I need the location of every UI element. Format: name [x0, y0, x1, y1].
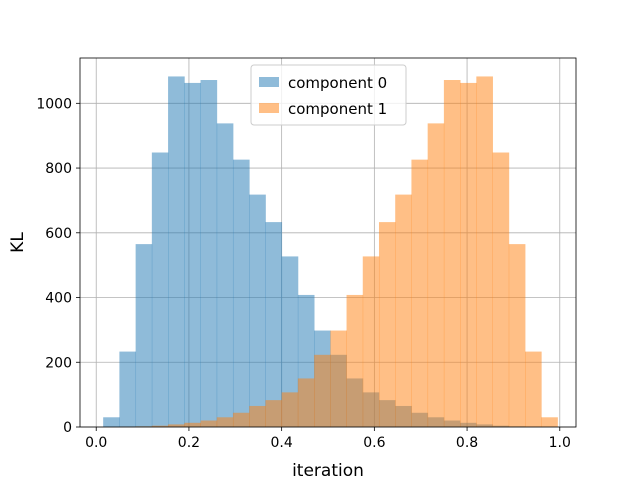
x-axis-label: iteration	[292, 461, 364, 480]
legend-label-component-1: component 1	[288, 100, 387, 118]
axis-ticks: 0.0 0.2 0.4 0.6 0.8 1.0 0 200 400 600 800 1000	[36, 96, 571, 451]
bar-series-1-bin-5	[184, 422, 201, 427]
bar-series-0-bin-0	[103, 417, 120, 427]
legend-swatch-component-1	[259, 103, 279, 113]
histogram-bars	[103, 76, 558, 428]
bar-series-1-bin-13	[314, 354, 331, 427]
bar-series-1-bin-3	[151, 425, 169, 427]
y-tick-label-1: 200	[45, 355, 72, 371]
x-tick-label-2: 0.4	[271, 435, 293, 451]
bar-series-1-bin-7	[216, 417, 234, 427]
bar-series-1-bin-24	[492, 152, 510, 427]
y-tick-label-4: 800	[45, 161, 72, 177]
plot-frame	[79, 57, 577, 428]
bar-series-1-bin-4	[168, 424, 185, 427]
bar-series-1-bin-11	[281, 392, 299, 427]
legend-box	[250, 64, 407, 126]
bar-series-0-bin-7	[216, 123, 234, 427]
x-tick-label-1: 0.2	[178, 435, 200, 451]
bar-series-1-bin-6	[200, 420, 218, 427]
bar-series-1-bin-12	[297, 378, 315, 427]
bar-series-1-bin-26	[525, 351, 542, 427]
bar-series-1-bin-15	[346, 294, 364, 427]
bar-series-1-bin-10	[265, 400, 283, 427]
bar-series-0-bin-10	[265, 222, 283, 427]
bar-series-0-bin-4	[168, 76, 185, 427]
x-tick-label-0: 0.0	[85, 435, 107, 451]
legend-label-component-0: component 0	[288, 74, 387, 92]
bar-series-0-bin-9	[249, 194, 266, 427]
legend-swatch-component-0	[259, 77, 279, 87]
bar-series-1-bin-23	[476, 76, 493, 427]
bar-series-0-bin-8	[232, 159, 250, 427]
bar-series-1-bin-9	[249, 405, 266, 427]
y-tick-label-5: 1000	[36, 96, 72, 112]
x-tick-label-5: 1.0	[549, 435, 571, 451]
y-tick-label-2: 400	[45, 291, 72, 307]
bar-series-0-bin-2	[135, 244, 153, 427]
bar-series-0-bin-1	[119, 351, 137, 427]
bar-series-1-bin-25	[508, 244, 526, 427]
bar-series-0-bin-11	[281, 256, 299, 427]
bar-series-1-bin-19	[411, 159, 429, 427]
bar-series-1-bin-21	[443, 80, 461, 427]
x-tick-label-4: 0.8	[456, 435, 478, 451]
bar-series-1-bin-27	[541, 417, 558, 427]
y-tick-label-0: 0	[63, 420, 72, 436]
bar-series-1-bin-20	[427, 123, 445, 427]
bar-series-0-bin-6	[200, 80, 218, 427]
y-axis-label: KL	[8, 232, 28, 253]
bar-series-1-bin-17	[378, 222, 396, 427]
bar-series-1-bin-18	[395, 194, 412, 427]
bar-series-1-bin-14	[330, 330, 347, 427]
y-tick-label-3: 600	[45, 226, 72, 242]
bar-series-0-bin-3	[151, 152, 169, 427]
bar-series-1-bin-8	[232, 412, 250, 427]
legend: component 0 component 1	[250, 64, 407, 126]
bar-series-0-bin-5	[184, 82, 201, 428]
bar-series-1-bin-22	[460, 82, 477, 428]
bar-series-1-bin-16	[362, 256, 380, 427]
x-tick-label-3: 0.6	[363, 435, 385, 451]
